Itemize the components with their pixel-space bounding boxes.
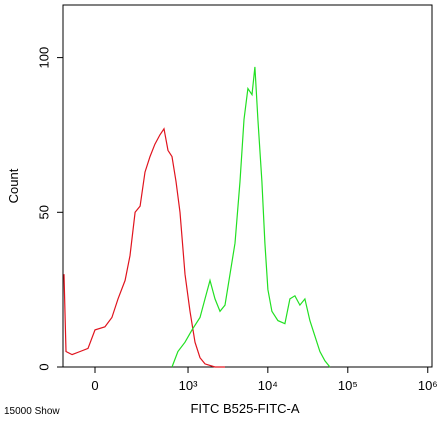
y-tick-label: 50: [36, 205, 51, 219]
x-tick-label: 10⁶: [418, 378, 437, 393]
x-axis-label: FITC B525-FITC-A: [190, 401, 299, 416]
y-axis-label: Count: [6, 168, 21, 203]
x-tick-label: 10⁴: [258, 378, 278, 393]
x-tick-label: 10³: [179, 378, 198, 393]
x-tick-label: 0: [91, 378, 98, 393]
y-tick-label: 100: [36, 47, 51, 69]
histogram-line: [63, 127, 225, 368]
histogram-line: [171, 66, 331, 368]
x-tick-label: 10⁵: [338, 378, 358, 393]
plot-frame: [62, 4, 433, 368]
y-tick-label: 0: [36, 363, 51, 370]
annotation: 15000 Show: [4, 406, 60, 417]
